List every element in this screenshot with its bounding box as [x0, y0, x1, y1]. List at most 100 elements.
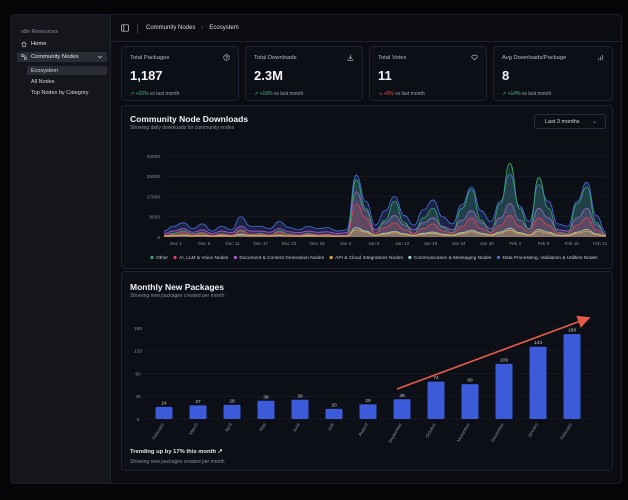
stat-trend: ↘ +0% vs last month	[378, 91, 425, 97]
bar-value-label: 27	[195, 399, 201, 405]
series-line	[163, 173, 607, 233]
series-line	[163, 162, 607, 237]
x-tick-label: Jan 18	[424, 241, 438, 246]
breadcrumb-parent[interactable]: Community Nodes	[146, 25, 196, 31]
trend-footer-subtitle: Showing new packages created per month	[130, 459, 225, 465]
sidebar-item-home[interactable]: Home	[17, 39, 107, 49]
bar-value-label: 168	[568, 328, 576, 334]
breadcrumb-current: Ecosystem	[209, 25, 239, 31]
x-tick-label: December	[490, 422, 505, 443]
bar-value-label: 109	[500, 357, 508, 363]
heart-icon	[471, 54, 478, 61]
x-tick-label: Dec 29	[310, 241, 325, 246]
home-icon	[21, 41, 27, 47]
sidebar: n8n Resources Home Community Nodes Ecosy…	[11, 15, 111, 483]
bar-value-label: 36	[263, 394, 269, 400]
x-tick-label: Dec 1	[170, 241, 182, 246]
y-tick-label: 0	[157, 235, 160, 241]
legend-label: Document & Content Generation Nodes	[239, 255, 324, 261]
legend-swatch	[496, 255, 501, 260]
x-tick-label: August	[357, 421, 369, 437]
legend-label: Communication & Messaging Nodes	[414, 255, 492, 261]
y-tick-label: 135	[134, 349, 142, 355]
y-tick-label: 0	[137, 417, 140, 423]
bar-value-label: 24	[161, 400, 167, 406]
bar	[325, 408, 343, 419]
chevron-down-icon: ⌄	[591, 119, 597, 125]
monthly-subtitle: Showing new packages created per month	[130, 293, 225, 299]
bar	[155, 406, 173, 419]
range-select[interactable]: Last 3 months ⌄	[534, 114, 606, 129]
legend-label: AI, LLM & Voice Nodes	[179, 255, 229, 261]
y-tick-label: 90	[135, 371, 141, 377]
nodes-icon	[21, 54, 27, 60]
bar	[189, 405, 207, 419]
download-icon	[347, 54, 354, 61]
bar	[393, 399, 411, 419]
topbar-divider	[137, 23, 138, 33]
series-line	[163, 203, 607, 236]
bar-value-label: 29	[365, 398, 371, 404]
x-tick-label: September	[387, 422, 403, 444]
sidebar-toggle-icon[interactable]	[121, 24, 129, 32]
stat-card-downloads: Total Downloads 2.3M ↗ +19% vs last mont…	[245, 46, 363, 101]
bar	[563, 334, 581, 419]
y-tick-label: 17000	[147, 194, 161, 200]
legend-label: Other	[156, 255, 168, 261]
bar-chart-icon	[598, 55, 603, 61]
y-tick-label: 34000	[147, 154, 161, 160]
trending-up-icon: ↗	[217, 449, 223, 455]
x-tick-label: February	[151, 421, 165, 440]
monthly-bar-chart: 180 135 90 45 0 24 February 27 March 28 April 36 May…	[134, 315, 594, 444]
sidebar-sub-all-nodes[interactable]: All Nodes	[31, 78, 55, 85]
x-tick-label: Dec 23	[282, 241, 297, 246]
bar	[359, 404, 377, 419]
x-tick-label: Jan 30	[480, 241, 494, 246]
x-tick-label: May	[258, 421, 267, 432]
trend-footer-title: Trending up by 17% this month ↗	[130, 449, 223, 455]
stat-label: Total Votes	[378, 55, 407, 61]
package-icon	[223, 54, 230, 61]
stat-label: Total Packages	[130, 55, 170, 61]
bar	[529, 346, 547, 419]
x-tick-label: Jan 13	[395, 241, 409, 246]
bar-value-label: 28	[229, 398, 235, 404]
y-tick-label: 25500	[147, 174, 161, 180]
bar	[461, 384, 479, 419]
stat-value: 1,187	[130, 68, 163, 83]
x-tick-label: Jan 3	[340, 241, 352, 246]
stat-card-packages: Total Packages 1,187 ↗ +20% vs last mont…	[121, 46, 239, 101]
x-tick-label: Dec 6	[198, 241, 210, 246]
legend-swatch	[233, 255, 237, 260]
x-tick-label: Jan 24	[452, 241, 466, 246]
legend-swatch	[173, 255, 177, 260]
legend-swatch	[150, 255, 154, 260]
bar	[291, 399, 309, 419]
sidebar-sub-top-nodes[interactable]: Top Nodes by Category	[31, 89, 89, 96]
stat-trend: ↗ +14% vs last month	[502, 91, 552, 97]
series-line	[163, 191, 607, 235]
bar-value-label: 143	[534, 340, 542, 346]
x-tick-label: Feb 15	[565, 241, 580, 246]
downloads-title: Community Node Downloads	[130, 114, 249, 124]
bar	[427, 381, 445, 419]
series-line	[163, 229, 607, 237]
x-tick-label: November	[456, 422, 471, 443]
stat-trend: ↗ +19% vs last month	[254, 91, 304, 97]
stat-value: 8	[502, 68, 510, 83]
series-area	[164, 173, 606, 237]
bar	[223, 404, 241, 419]
downloads-chart-card: Community Node Downloads Showing daily d…	[121, 105, 613, 269]
sidebar-item-label: Home	[31, 41, 47, 47]
downloads-area-chart: 34000 25500 17000 8500 0 Dec 1 Dec 6 Dec 11 Dec …	[147, 154, 608, 261]
stat-value: 11	[378, 68, 392, 83]
sidebar-sub-ecosystem[interactable]: Ecosystem	[27, 66, 107, 75]
x-tick-label: October	[424, 422, 437, 439]
stat-card-avg-downloads: Avg Downloads/Package 8 ↗ +14% vs last m…	[493, 46, 613, 101]
sidebar-item-community-nodes[interactable]: Community Nodes	[17, 52, 107, 62]
bar-value-label: 38	[297, 393, 303, 399]
series-area	[164, 229, 606, 237]
stat-trend: ↗ +20% vs last month	[130, 91, 180, 97]
legend-swatch	[408, 255, 412, 260]
x-tick-label: April	[224, 422, 233, 432]
